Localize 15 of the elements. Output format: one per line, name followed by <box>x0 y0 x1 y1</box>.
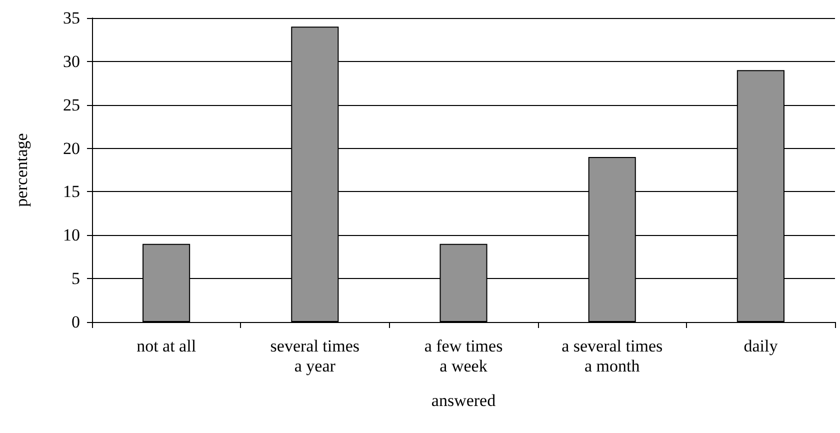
y-tick-label: 35 <box>63 8 80 28</box>
y-tick-label: 25 <box>63 95 80 114</box>
x-tick-label: daily <box>744 336 778 356</box>
y-tick-label: 15 <box>63 182 80 202</box>
y-tick-label: 30 <box>63 52 80 71</box>
x-tick-label: a several times a month <box>562 336 663 376</box>
x-axis-title: answered <box>431 391 496 410</box>
y-tick-label: 10 <box>63 226 80 245</box>
x-tick-label: not at all <box>136 336 196 356</box>
y-axis-title: percentage <box>12 133 31 207</box>
y-tick-label: 0 <box>72 312 80 332</box>
y-tick-label: 20 <box>63 138 80 158</box>
y-tick-label: 5 <box>72 269 80 288</box>
x-tick-label: several times a year <box>270 336 360 376</box>
x-tick-label: a few times a week <box>424 336 503 376</box>
